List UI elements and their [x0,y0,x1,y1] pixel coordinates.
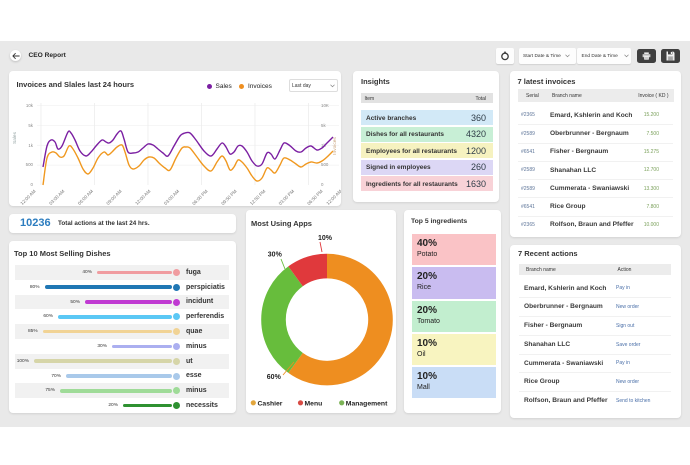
svg-text:12:00 AM: 12:00 AM [19,189,36,206]
svg-text:10%: 10% [318,235,333,242]
svg-text:12:50 PM: 12:50 PM [249,189,267,206]
svg-text:Cashier: Cashier [258,400,283,407]
svg-text:09:00 AM: 09:00 AM [105,189,122,206]
svg-text:500: 500 [321,162,329,167]
svg-text:0: 0 [321,182,324,187]
svg-text:12:00 AM: 12:00 AM [325,189,341,206]
svg-text:0: 0 [31,182,34,187]
svg-text:03:00 AM: 03:00 AM [163,189,180,206]
svg-text:03:00 PM: 03:00 PM [278,189,296,206]
svg-text:5k: 5k [321,123,326,128]
svg-text:10K: 10K [321,103,329,108]
svg-text:Management: Management [346,400,388,407]
svg-text:500: 500 [26,162,34,167]
svg-text:06:00 PM: 06:00 PM [191,189,209,206]
svg-text:60%: 60% [267,374,282,381]
svg-text:09:50 PM: 09:50 PM [220,189,238,206]
svg-text:06:00 AM: 06:00 AM [77,189,94,206]
svg-text:1k: 1k [28,143,33,148]
svg-text:10k: 10k [26,103,34,108]
svg-text:03:00 AM: 03:00 AM [48,189,65,206]
svg-text:5k: 5k [28,123,33,128]
svg-text:Sales: Sales [12,131,18,144]
svg-text:Invoices: Invoices [332,137,338,155]
svg-text:12:00 AM: 12:00 AM [134,189,151,206]
svg-text:30%: 30% [268,252,283,259]
svg-text:Menu: Menu [305,400,323,407]
svg-text:06:50 PM: 06:50 PM [306,189,324,206]
